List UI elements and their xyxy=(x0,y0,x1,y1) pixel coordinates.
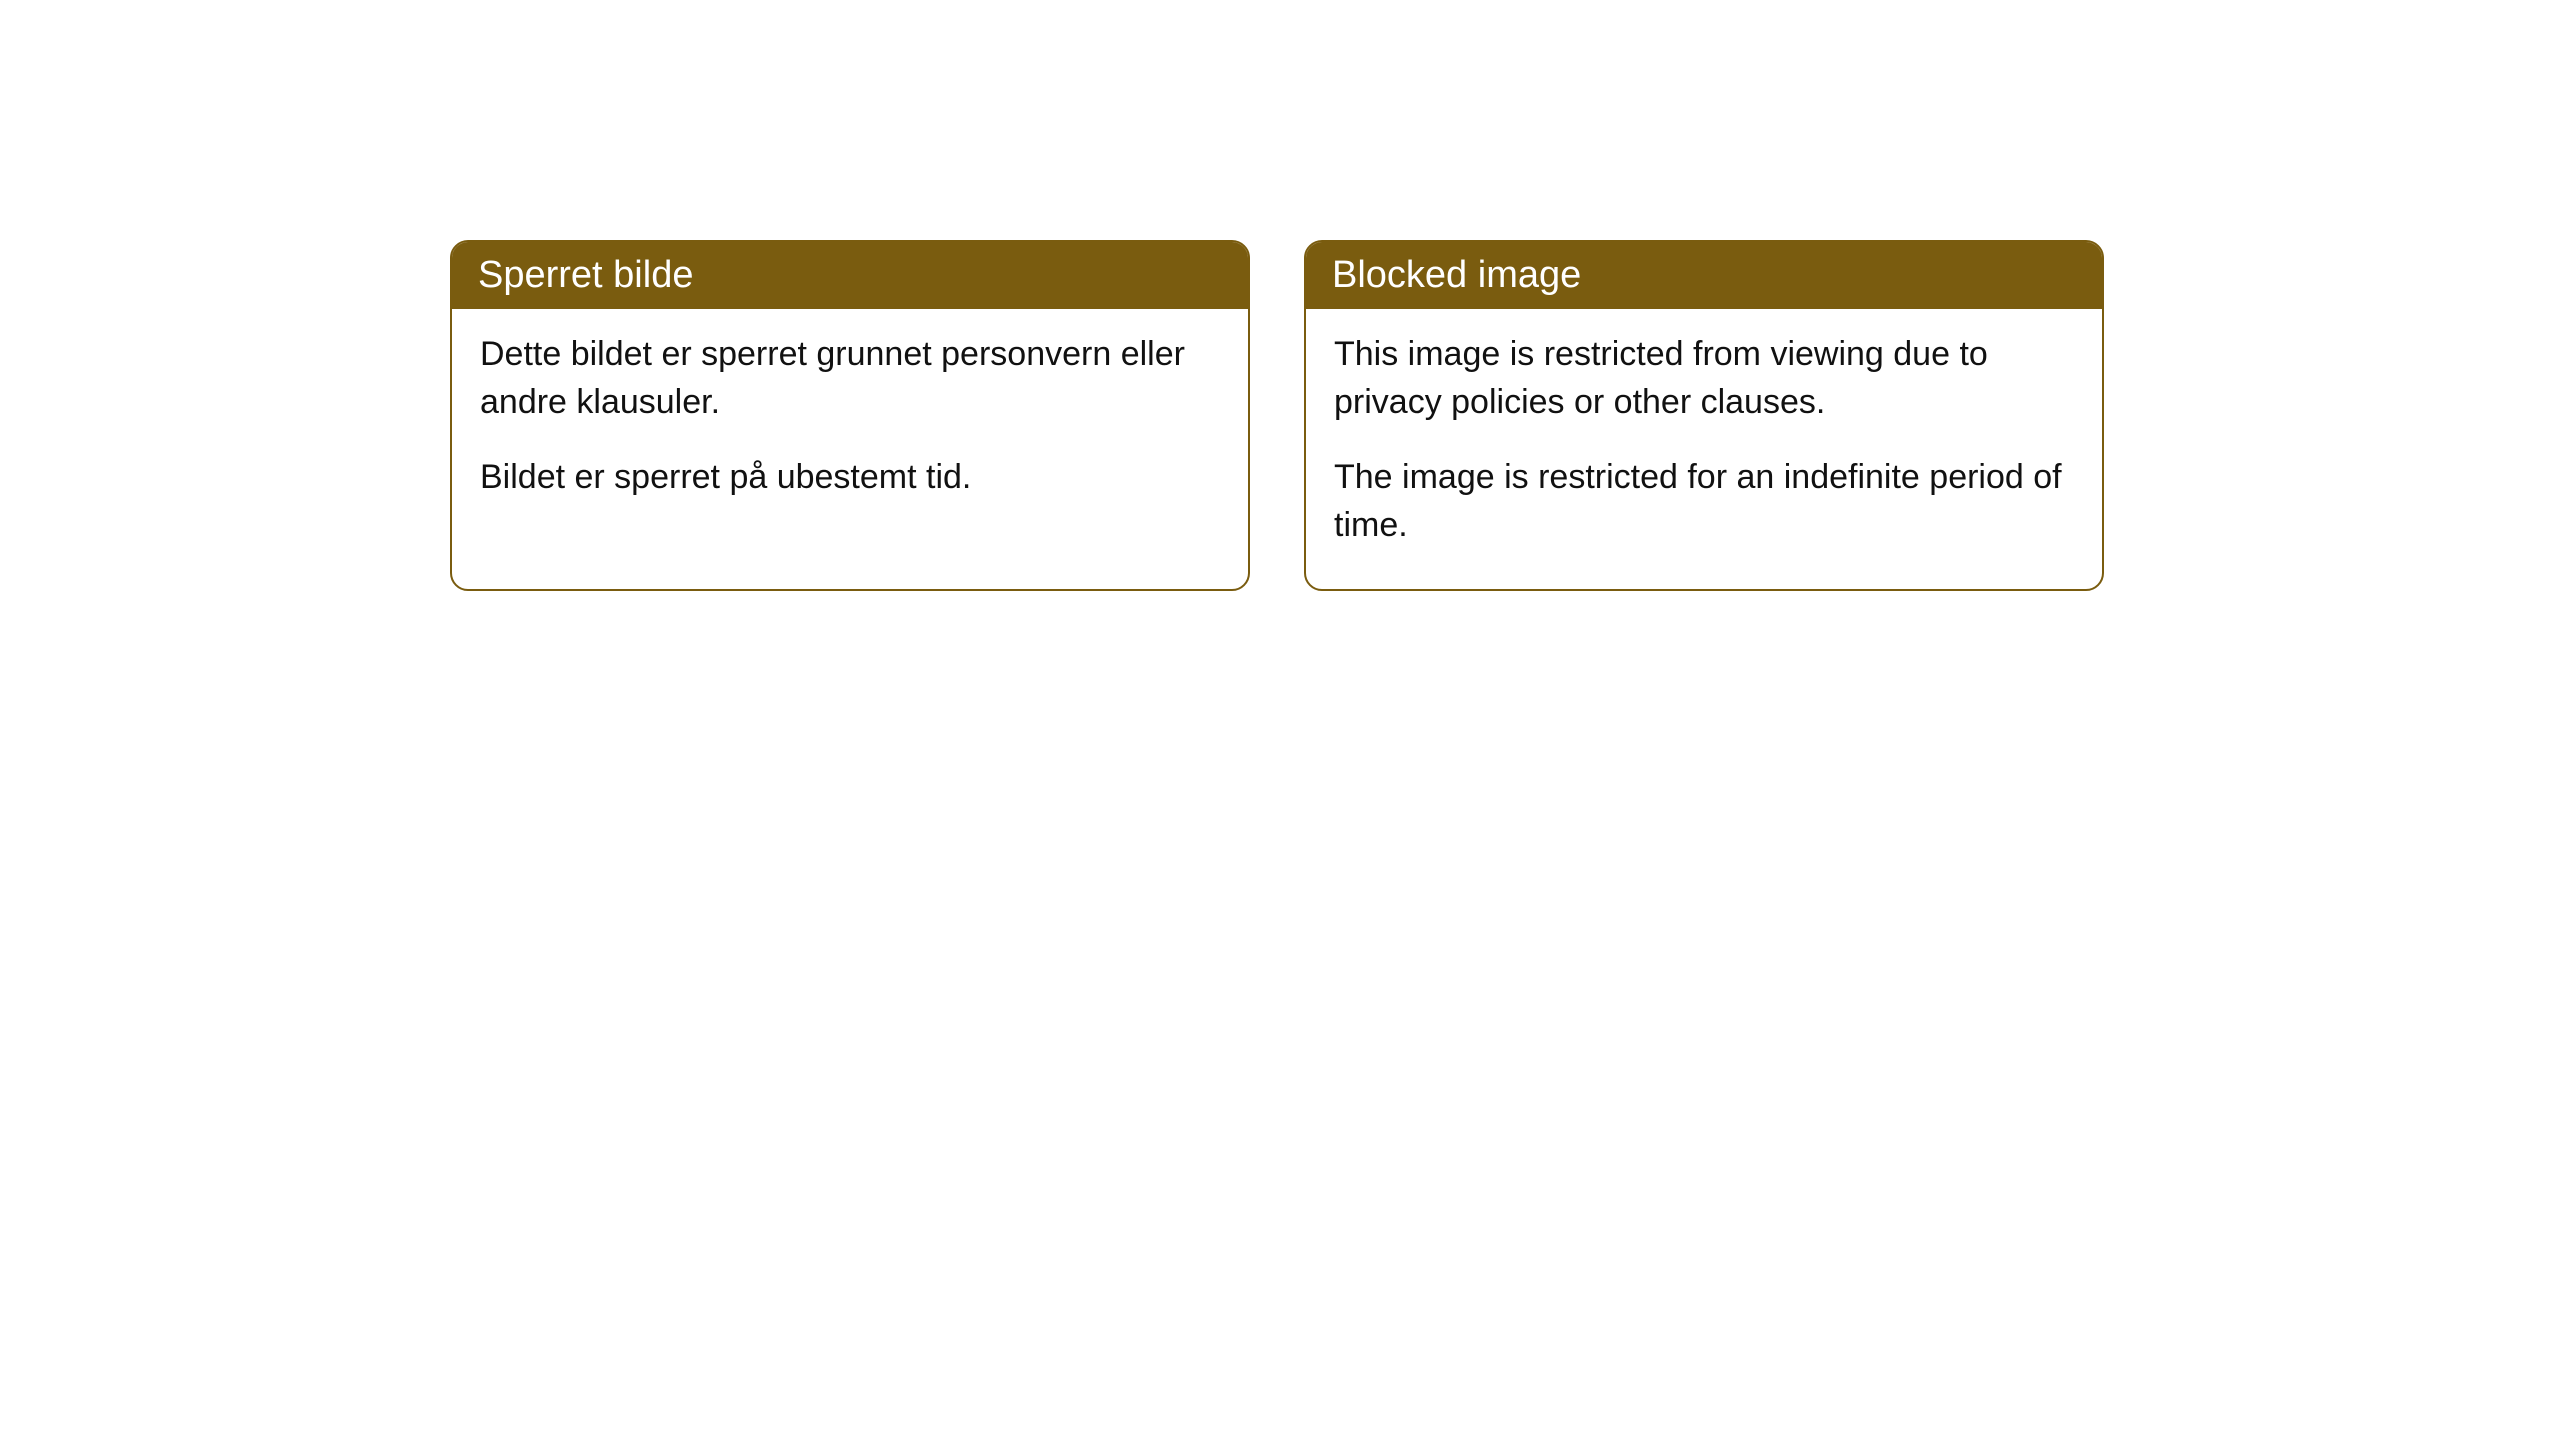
notice-container: Sperret bilde Dette bildet er sperret gr… xyxy=(0,0,2560,591)
notice-paragraph-2: Bildet er sperret på ubestemt tid. xyxy=(480,454,1220,502)
notice-paragraph-1: This image is restricted from viewing du… xyxy=(1334,331,2074,426)
notice-paragraph-1: Dette bildet er sperret grunnet personve… xyxy=(480,331,1220,426)
notice-header: Sperret bilde xyxy=(452,242,1248,309)
notice-header: Blocked image xyxy=(1306,242,2102,309)
notice-paragraph-2: The image is restricted for an indefinit… xyxy=(1334,454,2074,549)
notice-body: Dette bildet er sperret grunnet personve… xyxy=(452,309,1248,542)
notice-body: This image is restricted from viewing du… xyxy=(1306,309,2102,589)
notice-box-norwegian: Sperret bilde Dette bildet er sperret gr… xyxy=(450,240,1250,591)
notice-box-english: Blocked image This image is restricted f… xyxy=(1304,240,2104,591)
